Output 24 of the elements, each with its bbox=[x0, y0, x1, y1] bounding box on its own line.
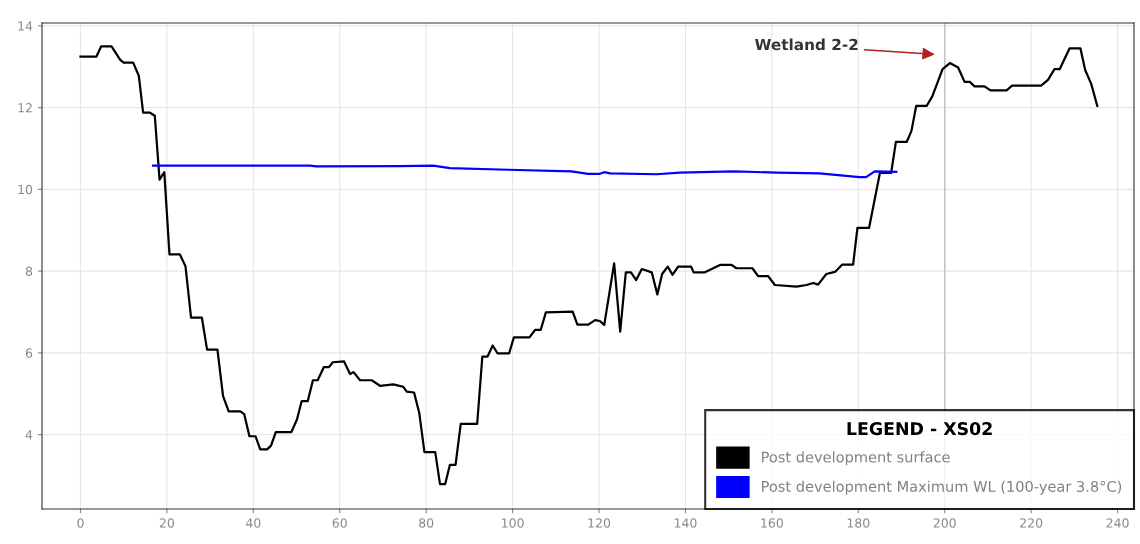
x-tick-label: 200 bbox=[933, 518, 956, 528]
x-tick-label: 120 bbox=[588, 518, 611, 528]
x-tick-label: 0 bbox=[77, 518, 84, 528]
legend-label: Post development surface bbox=[762, 451, 950, 466]
x-tick-label: 20 bbox=[159, 518, 175, 528]
y-tick-label: 4 bbox=[25, 430, 33, 440]
x-tick-label: 160 bbox=[761, 518, 783, 528]
x-tick-label: 100 bbox=[502, 518, 524, 528]
x-tick-label: 40 bbox=[245, 518, 261, 528]
x-tick-label: 240 bbox=[1106, 518, 1129, 528]
y-tick-label: 10 bbox=[18, 184, 33, 195]
y-tick-label: 14 bbox=[18, 21, 33, 31]
x-tick-label: 220 bbox=[1020, 518, 1043, 528]
y-tick-label: 12 bbox=[18, 103, 32, 113]
x-tick-label: 80 bbox=[419, 518, 434, 528]
y-tick-label: 8 bbox=[25, 266, 33, 277]
legend-label: Post development Maximum WL (100-year 3.8°C) bbox=[762, 480, 1122, 495]
legend-title: LEGEND - XS02 bbox=[847, 422, 992, 436]
annotation: Wetland 2-2 bbox=[755, 38, 858, 51]
y-tick-label: 6 bbox=[25, 348, 33, 358]
x-tick-label: 180 bbox=[847, 518, 870, 528]
line-series bbox=[151, 164, 898, 179]
x-tick-label: 140 bbox=[674, 518, 697, 528]
x-tick-label: 60 bbox=[332, 518, 347, 528]
